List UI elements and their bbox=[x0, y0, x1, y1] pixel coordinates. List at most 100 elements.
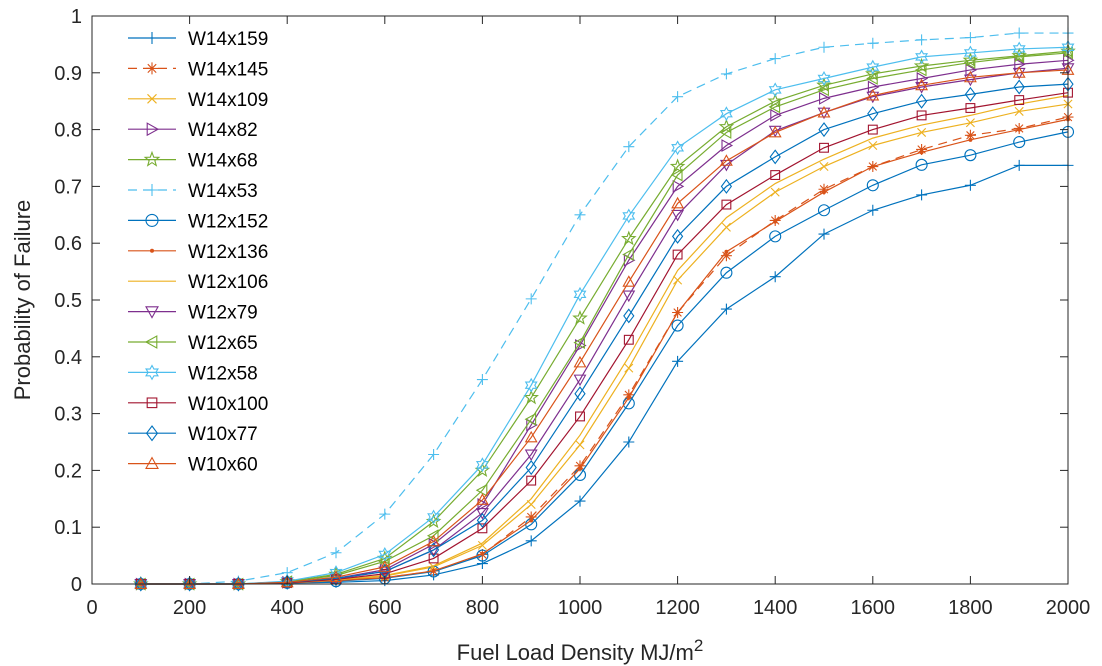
series-w14x53 bbox=[135, 27, 1074, 590]
data-point-triangle-up bbox=[329, 570, 343, 583]
data-point-diamond bbox=[145, 425, 159, 442]
legend-entry: W12x106 bbox=[128, 272, 268, 293]
x-tick-label: 0 bbox=[86, 597, 97, 619]
legend-entry: W12x136 bbox=[128, 242, 268, 263]
legend: W14x159 W14x145 W14x109 W14x82 W14x68 W14x53 W… bbox=[128, 29, 268, 476]
series-line bbox=[140, 67, 1069, 585]
data-point-cross bbox=[624, 363, 634, 373]
data-point-asterisk bbox=[964, 129, 976, 141]
data-point-square bbox=[146, 397, 158, 409]
data-point-triangle-up bbox=[573, 355, 587, 368]
x-axis-title-superscript: 2 bbox=[694, 636, 703, 655]
data-point-triangle-down bbox=[475, 508, 489, 520]
data-point-dot bbox=[773, 219, 778, 224]
legend-entry: W12x65 bbox=[128, 333, 258, 354]
data-point-plus bbox=[379, 508, 391, 520]
x-tick-label: 800 bbox=[466, 597, 499, 619]
data-point-hexagram bbox=[524, 377, 538, 393]
x-tick-label: 1400 bbox=[753, 597, 798, 619]
data-point-square bbox=[1014, 95, 1025, 106]
legend-entry: W12x152 bbox=[128, 211, 268, 232]
data-point-triangle-up bbox=[963, 70, 977, 83]
legend-label: W12x65 bbox=[188, 333, 258, 354]
data-point-plus bbox=[146, 184, 158, 196]
data-point-plus bbox=[818, 228, 830, 240]
data-point-triangle-left bbox=[817, 83, 829, 97]
data-point-square bbox=[575, 411, 585, 422]
data-point-triangle-up bbox=[719, 154, 733, 166]
data-point-triangle-right bbox=[1014, 57, 1026, 71]
data-point-square bbox=[916, 110, 927, 121]
y-tick-label: 0.9 bbox=[54, 63, 82, 85]
series-line bbox=[140, 103, 1069, 585]
data-point-hexagram bbox=[1012, 41, 1026, 57]
legend-entry: W12x79 bbox=[128, 303, 258, 324]
data-point-dot bbox=[870, 164, 875, 169]
data-point-cross bbox=[721, 222, 731, 232]
series-line bbox=[140, 131, 1069, 585]
data-point-dot bbox=[626, 395, 631, 400]
data-point-plus bbox=[964, 32, 976, 44]
data-point-triangle-left bbox=[144, 335, 158, 349]
data-point-dot bbox=[724, 249, 729, 254]
data-point-cross bbox=[575, 440, 585, 450]
y-tick-label: 0.1 bbox=[54, 517, 82, 539]
data-point-dot bbox=[150, 248, 154, 253]
data-point-plus bbox=[916, 34, 928, 46]
data-point-square bbox=[672, 249, 683, 260]
data-point-star bbox=[865, 65, 881, 81]
series-w12x136 bbox=[138, 117, 1070, 586]
data-point-diamond bbox=[574, 386, 586, 402]
y-axis-title: Probability of Failure bbox=[10, 200, 35, 401]
legend-label: W14x53 bbox=[188, 181, 258, 202]
data-point-triangle-left bbox=[963, 56, 976, 70]
data-point-triangle-left bbox=[914, 63, 927, 77]
data-point-plus bbox=[964, 179, 976, 191]
data-point-triangle-down bbox=[145, 306, 159, 319]
data-point-triangle-left bbox=[524, 412, 537, 426]
data-point-diamond bbox=[183, 576, 196, 592]
data-point-cross bbox=[673, 275, 683, 285]
data-point-diamond bbox=[525, 460, 537, 476]
data-point-square bbox=[721, 199, 732, 210]
x-axis-title-text: Fuel Load Density MJ/m bbox=[457, 640, 694, 665]
series-w14x68 bbox=[133, 43, 1076, 591]
data-point-star bbox=[816, 77, 832, 92]
data-point-plus bbox=[818, 41, 830, 53]
data-point-asterisk bbox=[623, 389, 635, 401]
data-point-triangle-up bbox=[280, 575, 294, 588]
data-point-plus bbox=[1013, 27, 1025, 39]
data-point-triangle-down bbox=[671, 209, 685, 222]
data-point-plus bbox=[867, 37, 879, 49]
data-point-triangle-up bbox=[866, 88, 880, 101]
series-w14x145 bbox=[135, 111, 1074, 590]
data-point-triangle-down bbox=[573, 374, 587, 387]
y-tick-label: 0.3 bbox=[54, 404, 82, 426]
y-tick-label: 1 bbox=[71, 6, 82, 28]
data-point-plus bbox=[769, 53, 781, 65]
data-point-plus bbox=[916, 189, 928, 201]
data-point-dot bbox=[431, 568, 436, 573]
data-point-triangle-down bbox=[963, 74, 977, 87]
legend-label: W10x100 bbox=[188, 394, 268, 415]
legend-entry: W14x82 bbox=[128, 120, 258, 141]
data-point-hexagram bbox=[427, 509, 441, 525]
data-point-hexagram bbox=[719, 106, 733, 122]
data-point-plus bbox=[330, 547, 342, 559]
y-tick-label: 0.5 bbox=[54, 290, 82, 312]
data-point-triangle-down bbox=[524, 449, 538, 462]
legend-entry: W14x109 bbox=[128, 90, 268, 111]
x-tick-label: 1200 bbox=[655, 597, 700, 619]
data-point-diamond bbox=[1013, 79, 1025, 95]
data-point-star bbox=[143, 150, 161, 167]
data-point-triangle-up bbox=[183, 577, 197, 589]
data-point-square bbox=[965, 103, 976, 113]
data-point-triangle-up bbox=[145, 456, 159, 469]
legend-entry: W12x58 bbox=[128, 363, 258, 384]
data-point-plus bbox=[146, 32, 158, 44]
data-point-cross bbox=[770, 187, 780, 197]
legend-label: W12x58 bbox=[188, 363, 258, 384]
legend-label: W12x106 bbox=[188, 272, 268, 293]
data-point-hexagram bbox=[866, 59, 880, 75]
data-point-triangle-right bbox=[1063, 53, 1075, 67]
